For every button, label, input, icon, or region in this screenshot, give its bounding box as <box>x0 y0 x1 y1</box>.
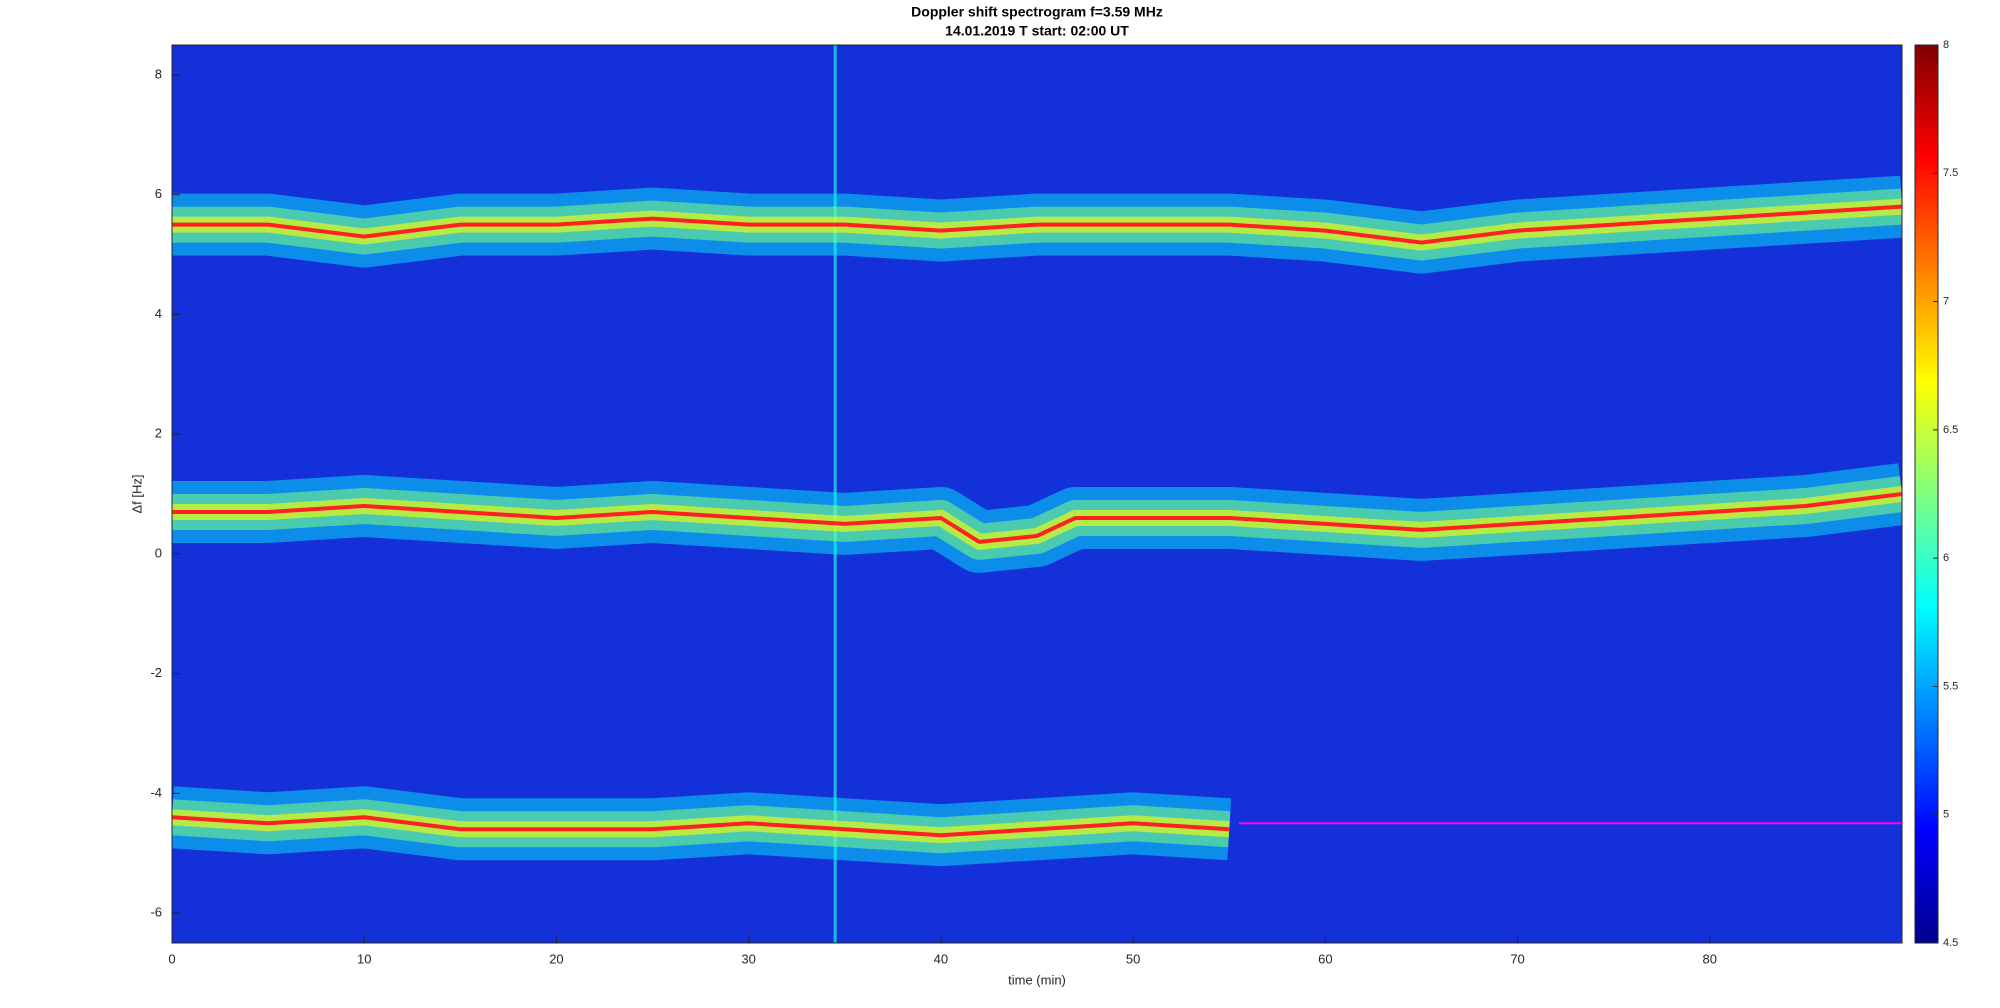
y-tick-label: -2 <box>150 665 162 680</box>
x-tick-label: 70 <box>1510 951 1524 966</box>
colorbar-tick-label: 6.5 <box>1943 424 1958 436</box>
colorbar <box>1914 44 1939 944</box>
x-tick-label: 10 <box>357 951 371 966</box>
y-tick-label: -4 <box>150 785 162 800</box>
x-tick-label: 60 <box>1318 951 1332 966</box>
x-tick-label: 30 <box>741 951 755 966</box>
colorbar-tick-label: 5 <box>1943 809 1949 821</box>
y-tick-label: -6 <box>150 905 162 920</box>
colorbar-tick-label: 8 <box>1943 39 1949 51</box>
y-axis-label: Δf [Hz] <box>129 474 144 513</box>
colorbar-tick-label: 6 <box>1943 552 1949 564</box>
colorbar-tick-label: 7.5 <box>1943 167 1958 179</box>
x-axis-label: time (min) <box>1008 972 1066 987</box>
y-tick-label: 8 <box>155 66 162 81</box>
chart-title: Doppler shift spectrogram f=3.59 MHz <box>911 4 1163 20</box>
trace <box>172 204 1902 245</box>
x-tick-label: 0 <box>168 951 175 966</box>
x-tick-label: 50 <box>1126 951 1140 966</box>
trace <box>172 492 1902 544</box>
y-tick-label: 6 <box>155 186 162 201</box>
plot-area <box>172 45 1902 943</box>
trace <box>172 815 1230 838</box>
x-tick-label: 80 <box>1703 951 1717 966</box>
chart-subtitle: 14.01.2019 T start: 02:00 UT <box>945 23 1129 39</box>
x-tick-label: 40 <box>934 951 948 966</box>
y-tick-label: 4 <box>155 306 162 321</box>
y-tick-label: 2 <box>155 426 162 441</box>
plot-frame <box>171 44 1903 944</box>
colorbar-tick-label: 4.5 <box>1943 937 1958 949</box>
colorbar-tick-label: 7 <box>1943 295 1949 307</box>
x-tick-label: 20 <box>549 951 563 966</box>
y-tick-label: 0 <box>155 545 162 560</box>
colorbar-tick-label: 5.5 <box>1943 680 1958 692</box>
